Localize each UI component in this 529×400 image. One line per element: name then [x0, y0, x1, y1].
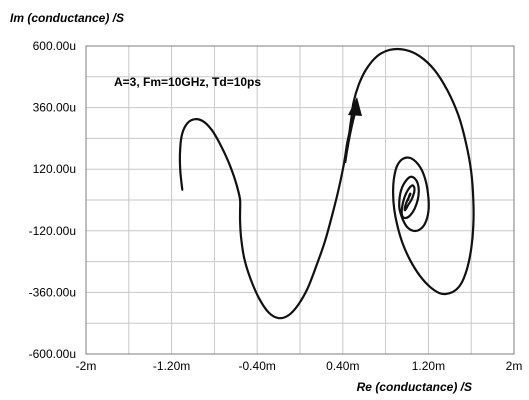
x-tick-label: -0.40m [239, 359, 276, 373]
direction-arrow-head-icon [348, 97, 362, 116]
plot-frame [85, 45, 515, 355]
tick-labels: -2m -1.20m -0.40m 0.40m 1.20m 2m 600.00u 360.00… [29, 39, 523, 373]
x-tick-label: 2m [506, 359, 523, 373]
grid [86, 46, 514, 354]
conductance-trajectory [178, 47, 475, 320]
x-tick-label: 1.20m [412, 359, 445, 373]
y-axis-title: Im (conductance) /S [10, 11, 124, 25]
annotation-label: A=3, Fm=10GHz, Td=10ps [114, 75, 261, 89]
direction-arrow-shaft [343, 111, 357, 164]
x-tick-label: -1.20m [153, 359, 190, 373]
y-tick-label: -360.00u [29, 285, 76, 299]
y-tick-label: 600.00u [33, 39, 76, 53]
y-tick-label: 360.00u [33, 101, 76, 115]
x-tick-label: 0.40m [326, 359, 359, 373]
y-tick-label: 120.00u [33, 162, 76, 176]
y-tick-label: -600.00u [29, 347, 76, 361]
x-axis-title: Re (conductance) /S [357, 380, 472, 394]
y-tick-label: -120.00u [29, 224, 76, 238]
x-tick-label: -2m [76, 359, 97, 373]
